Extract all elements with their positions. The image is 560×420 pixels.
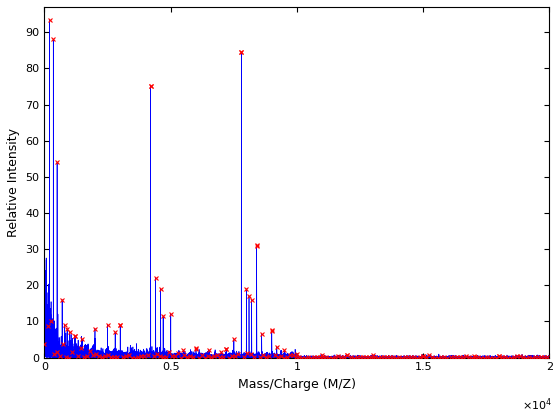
Y-axis label: Relative Intensity: Relative Intensity [7,128,20,237]
Text: $\times10^{4}$: $\times10^{4}$ [522,396,552,413]
X-axis label: Mass/Charge (M/Z): Mass/Charge (M/Z) [238,378,356,391]
